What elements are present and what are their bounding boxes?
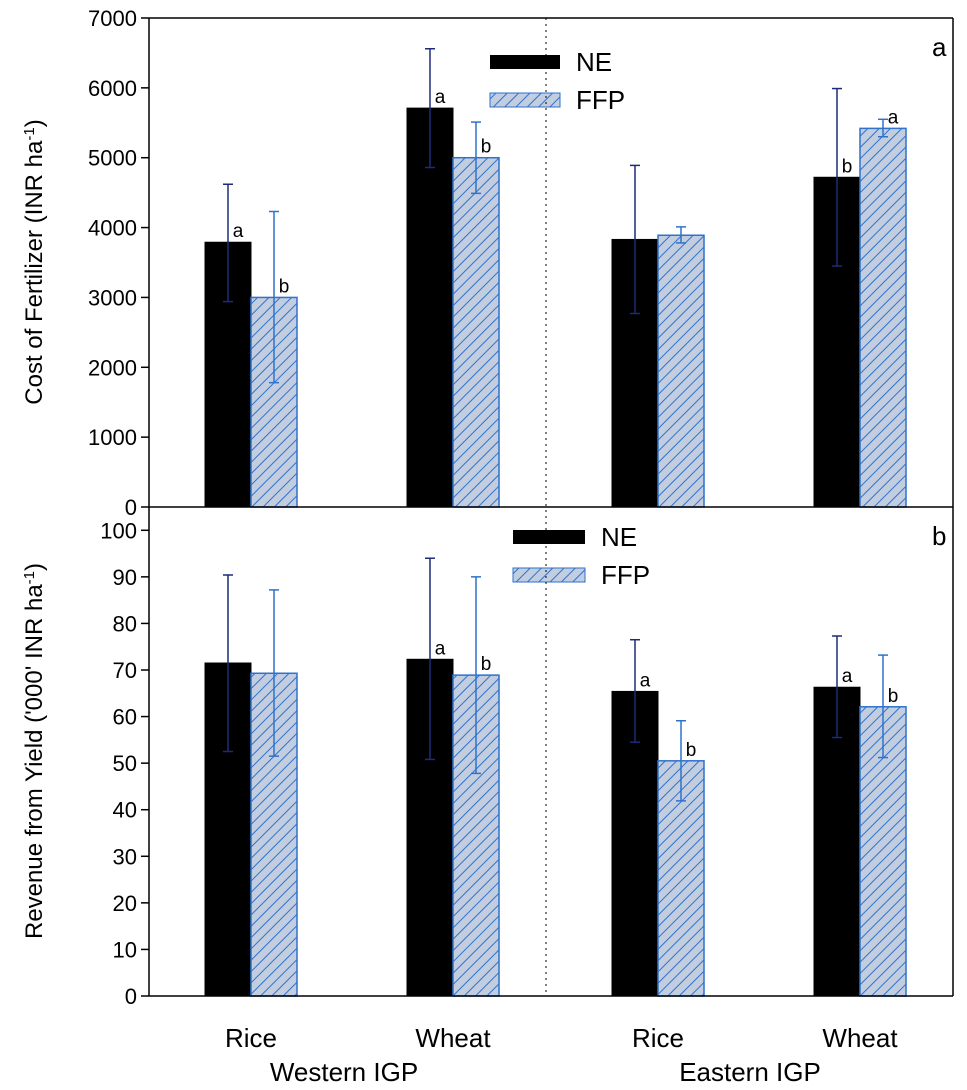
significance-letter: b <box>686 740 697 761</box>
error-bar-ne-1 <box>223 183 233 303</box>
bar-ne-4 <box>813 686 861 997</box>
error-bar-ne-4 <box>832 87 842 267</box>
error-bar-ne-2 <box>425 557 435 761</box>
significance-letter: b <box>279 276 290 297</box>
y-axis-title-b: Revenue from Yield ('000' INR ha-1) <box>21 563 49 939</box>
error-bar-ffp-1 <box>269 589 279 757</box>
bar-ffp-3 <box>657 234 705 508</box>
x-tick-label: Rice <box>632 1023 684 1053</box>
y-tick-label: 3000 <box>88 285 137 310</box>
error-bar-ffp-4 <box>878 118 888 138</box>
significance-letter: a <box>233 221 244 242</box>
bar-ffp-4 <box>859 127 907 508</box>
error-bar-ne-2 <box>425 47 435 169</box>
chart-panel-a: a a b b b a 0 1000 2000 3000 4000 5000 6000 7000 a C… <box>21 6 954 520</box>
error-bar-ne-3 <box>630 638 640 743</box>
bar-ffp-2 <box>452 156 500 508</box>
legend-swatch-ne <box>513 530 585 544</box>
y-tick-label: 60 <box>113 705 137 730</box>
error-bar-ffp-3 <box>676 226 686 244</box>
legend-b: NE FFP <box>512 522 650 590</box>
error-bar-ffp-2 <box>471 121 481 195</box>
y-tick-label: 90 <box>113 565 137 590</box>
significance-letter: a <box>842 666 853 687</box>
y-tick-label: 40 <box>113 798 137 823</box>
bar-ne-2 <box>406 658 454 997</box>
legend-label-ne: NE <box>601 522 637 552</box>
y-tick-label: 30 <box>113 844 137 869</box>
y-tick-label: 100 <box>100 518 137 543</box>
y-tick-label: 70 <box>113 658 137 683</box>
y-tick-label: 5000 <box>88 146 137 171</box>
error-bar-ne-4 <box>832 635 842 739</box>
y-tick-label: 0 <box>125 495 137 520</box>
significance-letter: b <box>842 156 853 177</box>
x-group-label-eastern: Eastern IGP <box>679 1057 821 1087</box>
legend-a: NE FFP <box>489 47 625 115</box>
error-bar-ffp-2 <box>471 576 481 775</box>
legend-label-ffp: FFP <box>576 85 625 115</box>
legend-swatch-ffp <box>489 92 561 108</box>
significance-letter: a <box>888 107 899 128</box>
y-tick-label: 80 <box>113 611 137 636</box>
error-bar-ffp-1 <box>269 210 279 384</box>
panel-label-b: b <box>932 521 946 551</box>
chart-panel-b: a a a b b b 0 10 20 30 40 50 60 70 80 90 100 b Revenue … <box>21 506 954 1009</box>
error-bar-ffp-4 <box>878 654 888 759</box>
y-axis-title-a: Cost of Fertilizer (INR ha-1) <box>21 119 49 404</box>
y-tick-label: 7000 <box>88 6 137 31</box>
error-bar-ne-3 <box>630 164 640 315</box>
y-tick-label: 4000 <box>88 216 137 241</box>
y-tick-label: 10 <box>113 937 137 962</box>
x-group-label-western: Western IGP <box>270 1057 418 1087</box>
significance-letter: a <box>435 87 446 108</box>
significance-letter: a <box>640 670 651 691</box>
y-tick-label: 50 <box>113 751 137 776</box>
y-tick-label: 6000 <box>88 76 137 101</box>
significance-letter: a <box>435 638 446 659</box>
y-tick-label: 20 <box>113 891 137 916</box>
x-tick-label: Rice <box>225 1023 277 1053</box>
bar-ne-2 <box>406 107 454 508</box>
significance-letter: b <box>888 686 899 707</box>
y-tick-label: 2000 <box>88 355 137 380</box>
x-tick-label: Wheat <box>415 1023 491 1053</box>
panel-label-a: a <box>932 32 947 62</box>
x-tick-label: Wheat <box>822 1023 898 1053</box>
legend-label-ne: NE <box>576 47 612 77</box>
legend-label-ffp: FFP <box>601 560 650 590</box>
legend-swatch-ne <box>490 55 560 69</box>
y-tick-label: 1000 <box>88 425 137 450</box>
legend-swatch-ffp <box>512 567 586 583</box>
x-axis-labels: Rice Wheat Rice Wheat Western IGP Easter… <box>225 1023 898 1087</box>
error-bar-ffp-3 <box>676 720 686 802</box>
error-bar-ne-1 <box>223 574 233 753</box>
y-tick-label: 0 <box>125 984 137 1009</box>
significance-letter: b <box>481 137 492 158</box>
significance-letter: b <box>481 654 492 675</box>
